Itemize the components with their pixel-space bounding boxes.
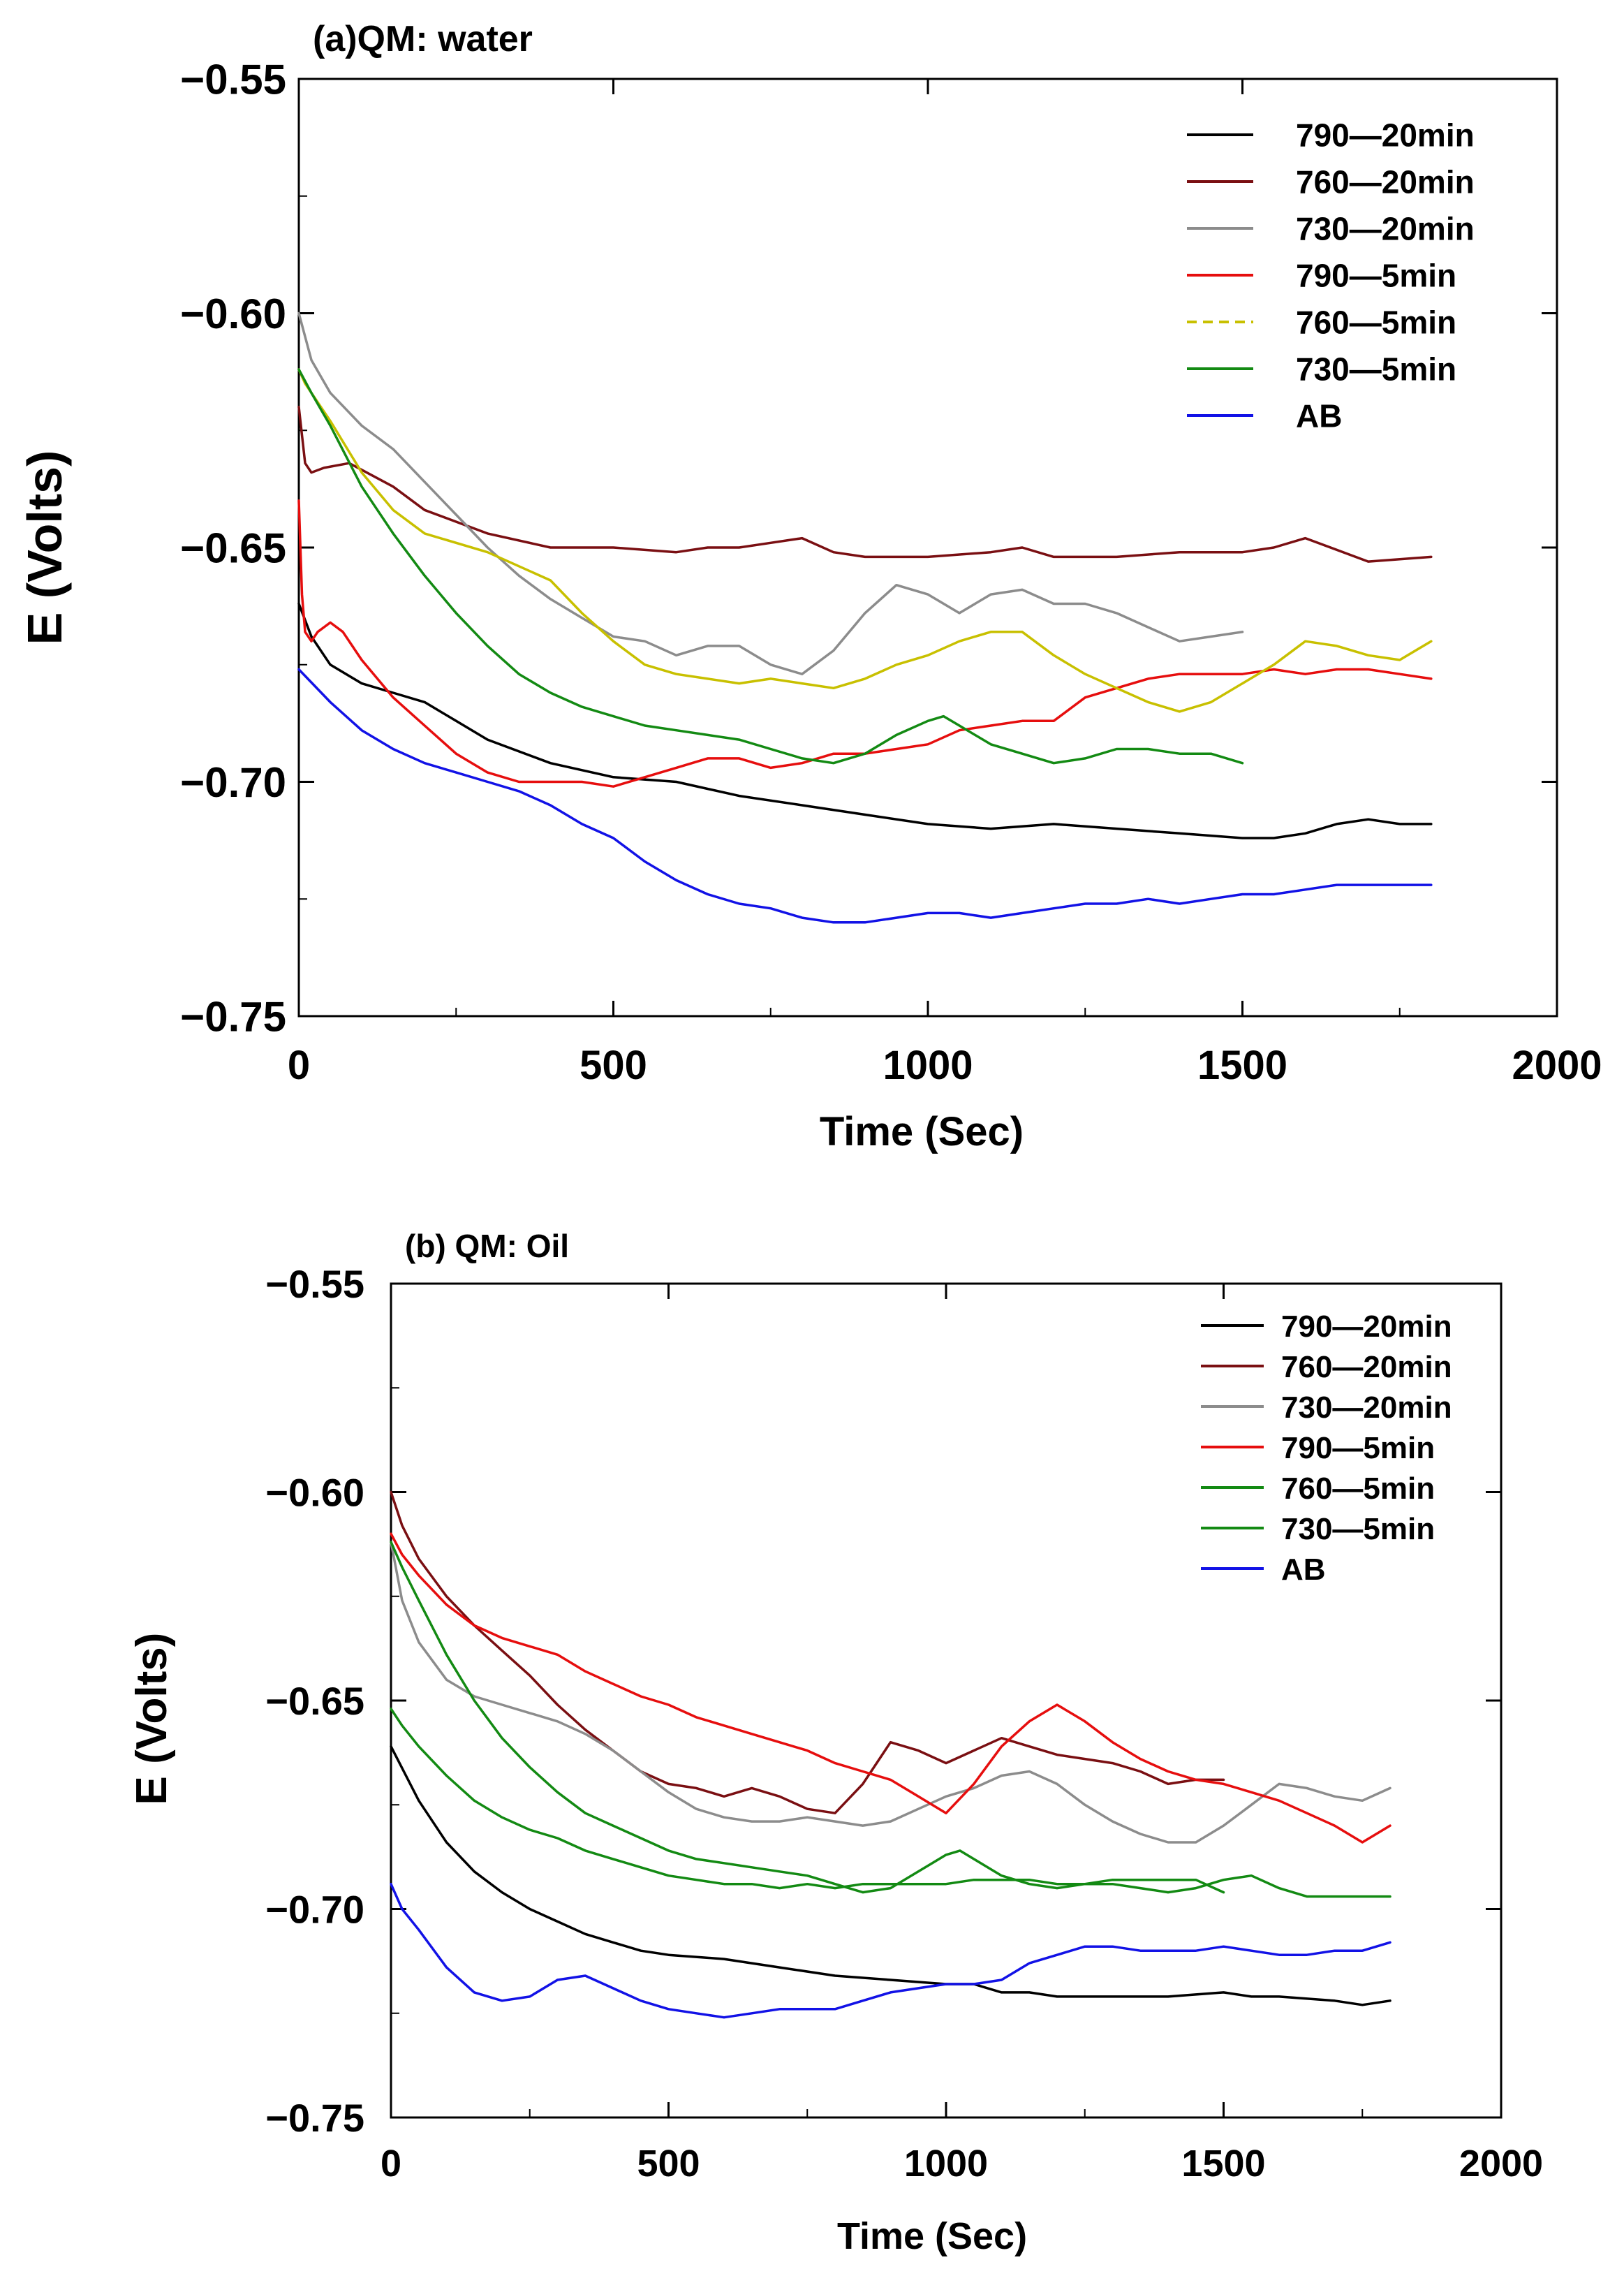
series-line-2 — [297, 311, 1244, 675]
series-line-3 — [297, 499, 1433, 788]
chart-title: (b) QM: Oil — [405, 1228, 569, 1264]
series-line-1 — [390, 1490, 1225, 1814]
legend-label: 790—20min — [1296, 117, 1475, 154]
series-line-6 — [390, 1882, 1392, 2019]
legend-label: 730—20min — [1281, 1390, 1452, 1425]
y-tick-label: −0.55 — [265, 1262, 364, 1306]
series-line-5 — [390, 1541, 1225, 1894]
x-tick-label: 1500 — [1181, 2143, 1265, 2185]
y-tick-label: −0.65 — [180, 525, 286, 572]
x-axis-label: Time (Sec) — [820, 1109, 1024, 1154]
legend-label: AB — [1281, 1552, 1326, 1587]
legend-label: 760—5min — [1281, 1471, 1435, 1506]
y-tick-label: −0.75 — [180, 994, 286, 1041]
y-tick-label: −0.70 — [180, 759, 286, 806]
x-tick-label: 2000 — [1512, 1043, 1602, 1088]
legend-label: 730—20min — [1296, 211, 1475, 247]
x-tick-label: 0 — [381, 2143, 401, 2185]
series-line-4 — [297, 368, 1433, 713]
series-line-6 — [297, 668, 1433, 924]
x-axis-label: Time (Sec) — [837, 2215, 1027, 2257]
x-tick-label: 1000 — [883, 1043, 973, 1088]
x-tick-label: 1000 — [904, 2143, 988, 2185]
y-tick-label: −0.70 — [265, 1888, 364, 1932]
legend-label: 790—20min — [1281, 1309, 1452, 1344]
legend-label: AB — [1296, 398, 1342, 434]
series-line-3 — [390, 1532, 1392, 1844]
y-axis-label: E (Volts) — [17, 450, 72, 645]
legend-label: 760—20min — [1296, 164, 1475, 200]
series-line-4 — [390, 1708, 1392, 1898]
legend-label: 760—5min — [1296, 304, 1456, 341]
y-axis-label: E (Volts) — [128, 1633, 176, 1805]
series-line-5 — [297, 368, 1244, 765]
legend-label: 790—5min — [1281, 1431, 1435, 1465]
chart-b: (b) QM: Oil −0.55 −0.60 −0.65 −0.70 −0.75 0 500… — [128, 1228, 1543, 2257]
legend-label: 730—5min — [1281, 1512, 1435, 1546]
x-tick-label: 500 — [637, 2143, 700, 2185]
chart-a: (a)QM: water −0.55 −0.60 −0.65 −0.70 −0.750 50… — [17, 19, 1602, 1154]
y-tick-label: −0.75 — [265, 2096, 364, 2140]
legend-label: 790—5min — [1296, 258, 1456, 294]
legend-label: 730—5min — [1296, 351, 1456, 388]
series-line-2 — [390, 1541, 1392, 1844]
chart-title: (a)QM: water — [313, 19, 533, 59]
y-tick-label: −0.60 — [180, 291, 286, 337]
series-line-1 — [297, 405, 1433, 563]
x-tick-label: 0 — [288, 1043, 310, 1088]
series-line-0 — [297, 602, 1433, 839]
y-tick-label: −0.60 — [265, 1471, 364, 1515]
series-line-0 — [390, 1745, 1392, 2006]
y-tick-label: −0.55 — [180, 57, 286, 103]
legend-label: 760—20min — [1281, 1350, 1452, 1384]
y-tick-label: −0.65 — [265, 1679, 364, 1723]
x-tick-label: 1500 — [1197, 1043, 1287, 1088]
x-tick-label: 500 — [580, 1043, 647, 1088]
x-tick-label: 2000 — [1459, 2143, 1543, 2185]
